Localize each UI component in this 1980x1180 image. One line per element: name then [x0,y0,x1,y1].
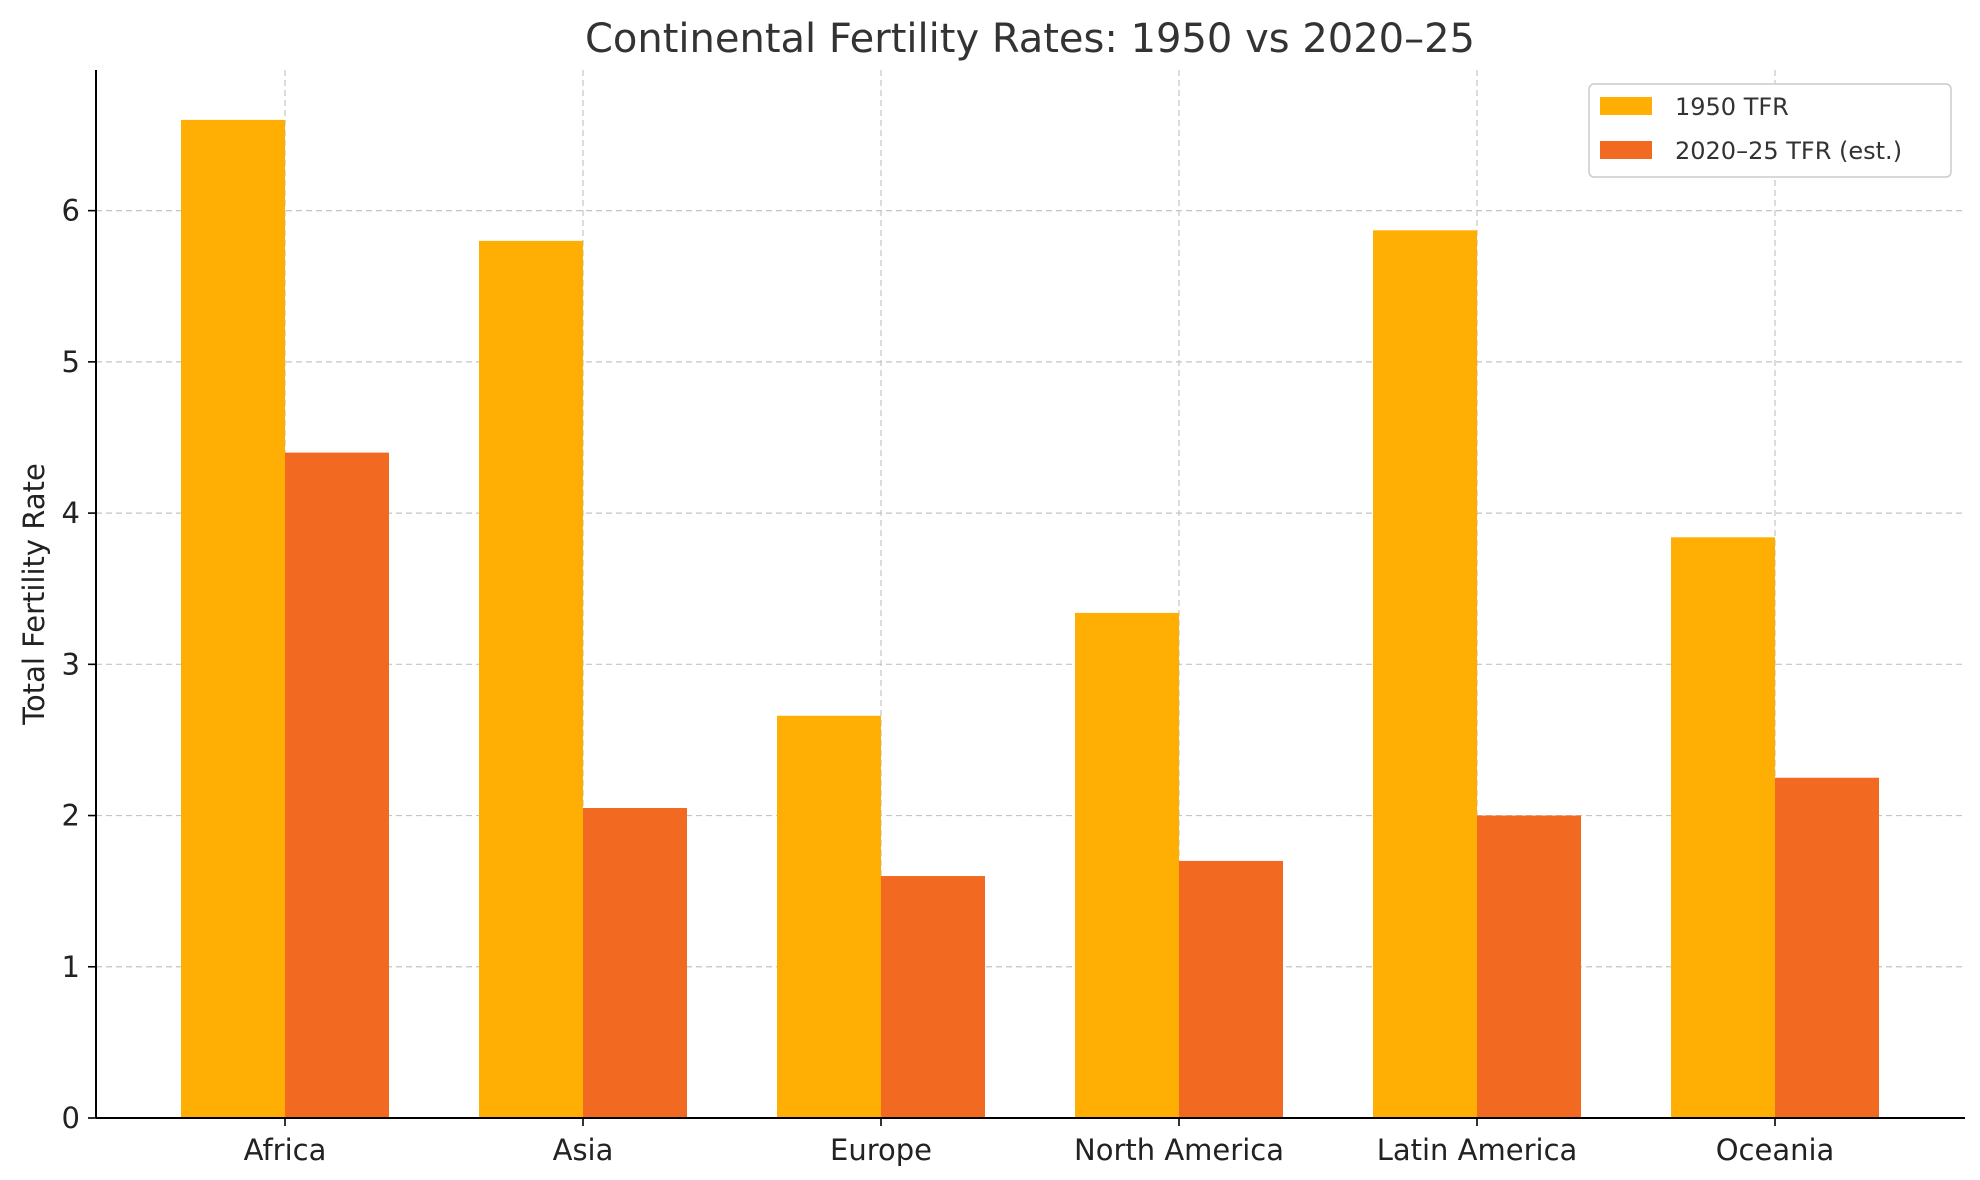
legend-label-1950: 1950 TFR [1675,93,1789,121]
ticks-layer: 0 1 2 3 4 5 6 Africa Asia Europe North America Lati… [62,194,1835,1167]
y-tick-label: 1 [62,950,80,984]
x-tick-label: Africa [244,1133,327,1167]
y-tick-label: 6 [62,194,80,228]
x-tick-label: Asia [553,1133,614,1167]
bar-1950-europe [777,715,881,1118]
y-tick-label: 3 [62,647,80,681]
y-tick-label: 2 [62,799,80,833]
bar-2020-25-asia [583,807,687,1118]
y-tick-label: 0 [62,1101,80,1135]
y-tick-label: 4 [62,496,80,530]
bar-1950-oceania [1671,537,1775,1118]
y-tick-label: 5 [62,345,80,379]
bar-1950-asia [479,240,583,1119]
bar-2020-25-oceania [1775,777,1879,1118]
axes-layer [95,70,1965,1119]
chart-title: Continental Fertility Rates: 1950 vs 202… [585,16,1475,62]
bar-1950-africa [181,119,285,1118]
bars-layer [181,119,1879,1119]
legend-box [1588,83,1952,178]
legend-swatch-1950 [1600,97,1652,115]
bar-2020-25-latin-america [1477,815,1581,1118]
bar-2020-25-north-america [1179,860,1283,1118]
legend-label-2020-25: 2020–25 TFR (est.) [1675,137,1902,165]
bar-1950-latin-america [1373,230,1477,1118]
x-tick-label: Latin America [1377,1133,1578,1167]
bar-1950-north-america [1075,612,1179,1118]
y-axis-label: Total Fertility Rate [17,463,51,726]
x-tick-label: Oceania [1716,1133,1835,1167]
legend-swatch-2020-25 [1600,141,1652,159]
x-tick-label: Europe [830,1133,932,1167]
legend: 1950 TFR 2020–25 TFR (est.) [1588,83,1952,178]
bar-2020-25-africa [285,452,389,1119]
bar-2020-25-europe [881,876,985,1118]
x-tick-label: North America [1074,1133,1284,1167]
